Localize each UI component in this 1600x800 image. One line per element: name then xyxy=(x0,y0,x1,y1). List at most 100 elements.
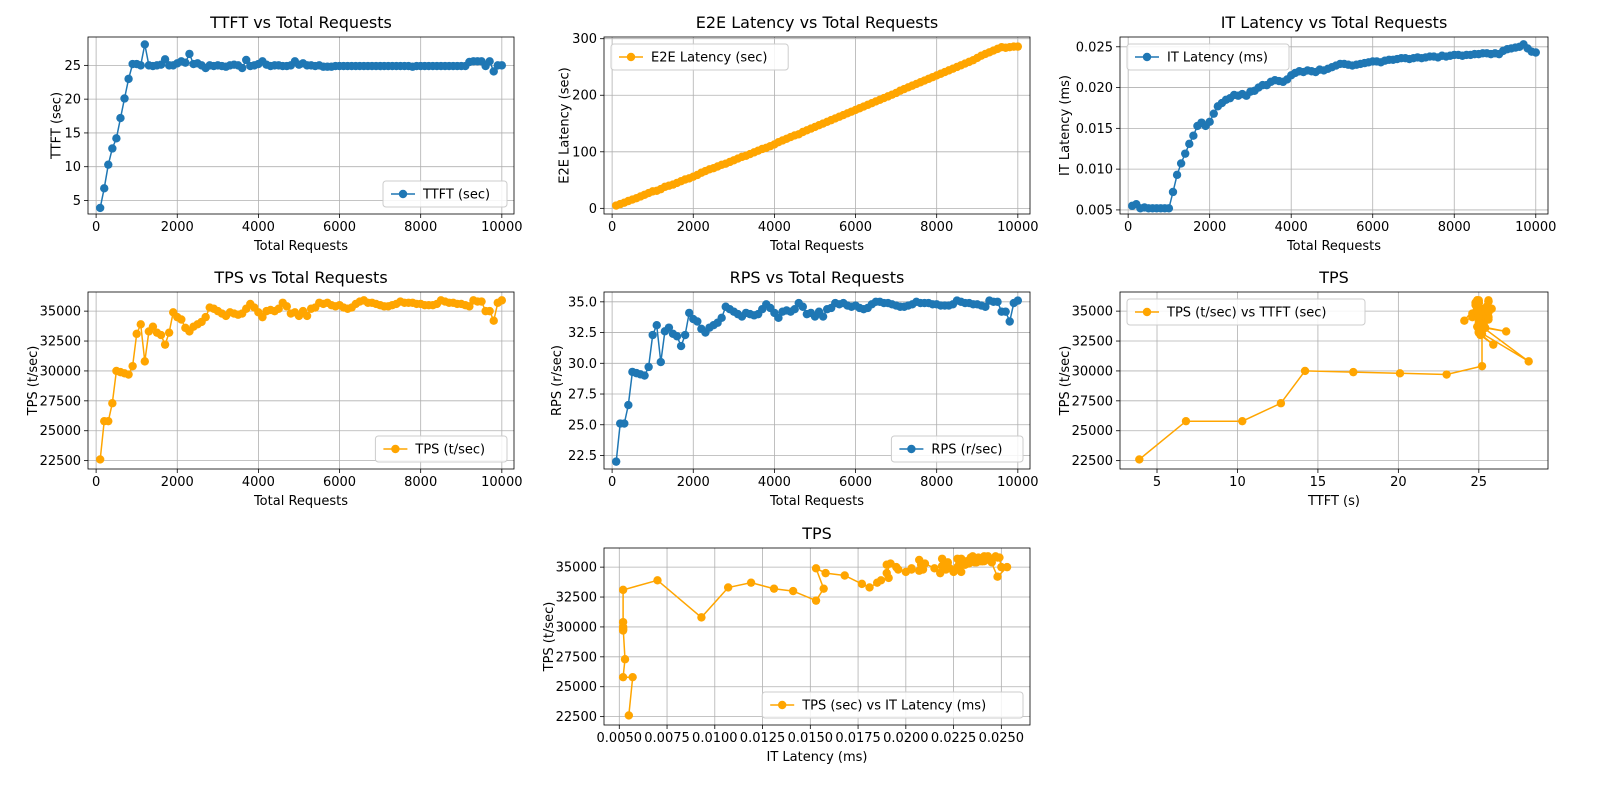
data-point xyxy=(656,357,665,367)
y-tick-label: 32500 xyxy=(556,591,597,606)
x-tick-label: 6000 xyxy=(839,475,872,490)
x-tick-label: 10000 xyxy=(997,220,1038,235)
legend-box xyxy=(610,43,789,71)
data-point xyxy=(882,568,891,578)
legend-box xyxy=(382,180,508,208)
legend: TPS (t/sec) xyxy=(374,435,508,463)
data-point xyxy=(957,567,966,577)
data-point xyxy=(148,322,158,331)
legend-marker xyxy=(626,52,636,62)
legend-label: RPS (r/sec) xyxy=(931,443,1002,458)
data-point xyxy=(100,184,109,193)
legend: IT Latency (ms) xyxy=(1126,43,1290,71)
plot-frame xyxy=(603,36,1031,215)
x-tick-label: 20 xyxy=(1390,475,1407,490)
y-tick-label: 0.020 xyxy=(1076,81,1113,96)
data-point xyxy=(1531,48,1540,57)
data-point xyxy=(185,49,194,59)
chart-panel-5: 0 2000 4000 6000 8000 10000 22.5 25.0 27.5 30.0 32… xyxy=(550,268,1039,509)
y-tick-label: 25.0 xyxy=(568,418,597,433)
data-point xyxy=(672,332,682,341)
legend-marker xyxy=(907,444,916,454)
y-tick-label: 5 xyxy=(73,194,81,209)
data-point xyxy=(242,55,251,65)
data-point xyxy=(1013,296,1023,305)
data-point xyxy=(160,55,170,64)
data-point xyxy=(774,313,783,323)
chart-title: IT Latency vs Total Requests xyxy=(1221,13,1448,32)
legend-marker xyxy=(778,700,787,710)
data-point xyxy=(746,578,756,587)
x-tick-label: 8000 xyxy=(404,220,437,235)
chart-panel-7: 0.0050 0.0075 0.0100 0.0125 0.0150 0.0175 0.02… xyxy=(542,524,1031,765)
data-point xyxy=(485,306,494,316)
legend-box xyxy=(374,435,508,463)
x-tick-label: 4000 xyxy=(242,475,275,490)
data-point xyxy=(140,40,149,49)
y-tick-label: 30000 xyxy=(556,620,597,635)
x-tick-label: 10000 xyxy=(481,220,522,235)
x-tick-label: 10000 xyxy=(997,475,1038,490)
y-tick-label: 0.015 xyxy=(1076,122,1113,137)
data-point xyxy=(788,586,798,596)
data-point xyxy=(1209,109,1218,118)
legend-label: TPS (t/sec) xyxy=(414,443,485,458)
legend: TTFT (sec) xyxy=(382,180,508,208)
data-point xyxy=(1013,42,1023,51)
y-tick-label: 300 xyxy=(572,32,597,47)
data-point xyxy=(1185,139,1194,149)
x-tick-label: 2000 xyxy=(161,475,194,490)
x-tick-label: 2000 xyxy=(1193,220,1226,235)
y-tick-label: 22500 xyxy=(556,710,597,725)
x-tick-label: 8000 xyxy=(404,475,437,490)
data-point xyxy=(981,302,990,311)
y-tick-label: 25000 xyxy=(1072,424,1113,439)
x-tick-label: 0.0050 xyxy=(597,731,643,746)
legend-marker xyxy=(398,189,408,199)
x-axis-label: Total Requests xyxy=(1286,239,1381,254)
data-point xyxy=(1001,307,1010,316)
y-tick-label: 30.0 xyxy=(568,357,597,372)
x-tick-label: 0.0125 xyxy=(740,731,786,746)
y-tick-label: 35.0 xyxy=(568,295,597,310)
y-tick-label: 32500 xyxy=(40,335,81,350)
x-axis-label: Total Requests xyxy=(253,239,348,254)
plot-frame xyxy=(1119,291,1549,470)
data-point xyxy=(120,94,129,103)
data-point xyxy=(489,316,498,325)
data-point xyxy=(723,583,733,592)
plot-frame xyxy=(603,291,1031,470)
x-tick-label: 10 xyxy=(1229,475,1246,490)
data-point xyxy=(160,340,170,349)
data-point xyxy=(1276,399,1286,408)
data-point xyxy=(620,419,629,428)
data-point xyxy=(1477,361,1487,371)
data-point xyxy=(907,565,916,574)
legend-label: TTFT (sec) xyxy=(422,188,490,203)
data-point xyxy=(818,312,828,321)
y-tick-label: 25 xyxy=(64,59,81,74)
data-point xyxy=(618,617,628,627)
x-tick-label: 10000 xyxy=(1515,220,1556,235)
data-point xyxy=(116,113,125,123)
data-point xyxy=(104,416,113,426)
x-axis-label: Total Requests xyxy=(769,239,864,254)
y-axis-label: TPS (t/sec) xyxy=(26,346,41,417)
data-point xyxy=(1300,366,1310,376)
data-point xyxy=(1442,370,1451,379)
data-point xyxy=(124,74,133,84)
y-axis-label: E2E Latency (sec) xyxy=(558,67,573,183)
data-point xyxy=(124,370,133,379)
data-point xyxy=(108,144,117,153)
x-axis-label: TTFT (s) xyxy=(1307,494,1360,509)
x-tick-label: 2000 xyxy=(677,475,710,490)
data-point xyxy=(611,457,621,466)
data-point xyxy=(1460,316,1469,325)
data-point xyxy=(156,330,166,340)
legend: RPS (r/sec) xyxy=(890,435,1024,463)
x-tick-label: 4000 xyxy=(1275,220,1308,235)
x-axis-label: IT Latency (ms) xyxy=(766,750,867,765)
x-tick-label: 8000 xyxy=(920,475,953,490)
data-point xyxy=(840,571,849,580)
